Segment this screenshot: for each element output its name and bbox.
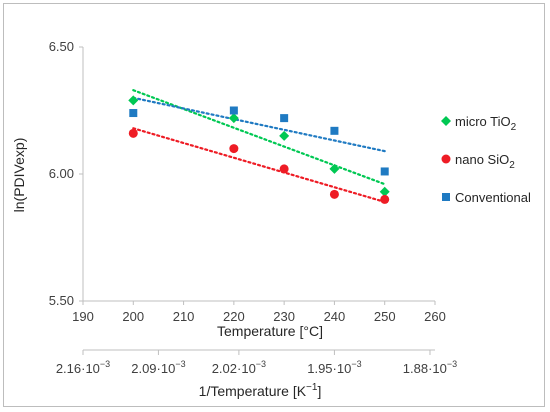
x-tick-label: 240 [324, 309, 346, 324]
x-tick-label: 190 [72, 309, 94, 324]
legend-label: Conventional [455, 190, 531, 205]
secondary-tick-label: 2.09·10−3 [131, 359, 185, 376]
data-point [380, 167, 389, 176]
x-tick-label: 260 [424, 309, 446, 324]
secondary-tick-label: 2.16·10−3 [56, 359, 110, 376]
secondary-tick-label: 2.02·10−3 [212, 359, 266, 376]
legend-label: nano SiO2 [455, 152, 515, 171]
x-tick-label: 250 [374, 309, 396, 324]
x-tick-label: 200 [122, 309, 144, 324]
x-axis-title: Temperature [°C] [217, 323, 323, 339]
secondary-tick-label: 1.88·10−3 [403, 359, 457, 376]
y-tick-label: 6.00 [49, 166, 74, 181]
trend-lines [132, 89, 386, 204]
legend-marker [441, 154, 451, 164]
x-tick-label: 220 [223, 309, 245, 324]
secondary-axis-title: 1/Temperature [K−1] [199, 382, 322, 399]
trend-line [132, 96, 386, 153]
chart-frame [3, 3, 545, 407]
y-tick-label: 5.50 [49, 293, 74, 308]
legend-label: micro TiO2 [455, 114, 517, 133]
data-point [229, 106, 238, 115]
data-point [129, 109, 138, 118]
data-point [279, 130, 290, 141]
main-axes: 5.50 6.00 6.50 190 200 210 220 230 240 250 260 [49, 39, 446, 324]
legend: micro TiO2 nano SiO2 Conventional [441, 114, 531, 205]
legend-marker [441, 116, 451, 126]
data-point [380, 194, 390, 204]
trend-line [132, 89, 386, 186]
data-point [330, 126, 339, 135]
data-point [128, 95, 139, 106]
data-point [329, 163, 340, 174]
secondary-tick-label: 1.95·10−3 [307, 359, 361, 376]
data-point [279, 164, 289, 174]
data-point [329, 189, 339, 199]
data-point [280, 114, 289, 123]
trend-line [132, 127, 386, 204]
x-tick-label: 230 [273, 309, 295, 324]
data-point [379, 186, 390, 197]
data-point [228, 113, 239, 124]
secondary-axis: 2.16·10−3 2.09·10−3 2.02·10−3 1.95·10−3 1.88… [56, 349, 457, 399]
legend-marker [442, 193, 450, 201]
data-point [229, 144, 239, 154]
data-point [128, 128, 138, 138]
y-tick-label: 6.50 [49, 39, 74, 54]
y-axis-title: ln(PDIVexp) [11, 138, 27, 213]
markers [128, 95, 390, 204]
x-tick-label: 210 [173, 309, 195, 324]
